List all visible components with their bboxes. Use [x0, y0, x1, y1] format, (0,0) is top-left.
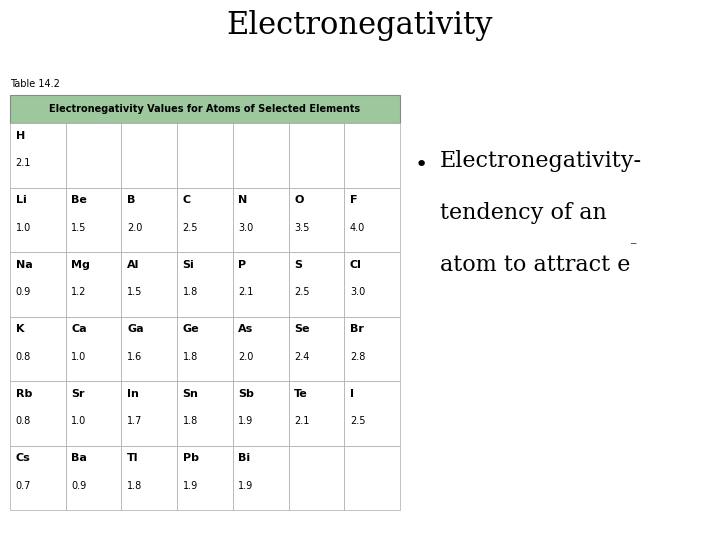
Text: 3.5: 3.5 [294, 223, 310, 233]
Text: Pb: Pb [183, 453, 199, 463]
Text: 1.9: 1.9 [238, 481, 253, 491]
Text: 1.0: 1.0 [71, 416, 86, 427]
Text: Al: Al [127, 260, 140, 270]
Text: Ca: Ca [71, 324, 87, 334]
Text: Cs: Cs [16, 453, 30, 463]
Text: 2.8: 2.8 [350, 352, 365, 362]
Text: Ge: Ge [183, 324, 199, 334]
Text: Electronegativity: Electronegativity [227, 10, 493, 41]
Text: F: F [350, 195, 357, 205]
Text: •: • [415, 155, 428, 175]
Text: 3.0: 3.0 [350, 287, 365, 298]
Text: Be: Be [71, 195, 87, 205]
Text: S: S [294, 260, 302, 270]
Text: 2.4: 2.4 [294, 352, 310, 362]
Text: Cl: Cl [350, 260, 361, 270]
Text: In: In [127, 389, 139, 399]
Text: 1.8: 1.8 [183, 287, 198, 298]
Text: 2.0: 2.0 [127, 223, 143, 233]
Text: H: H [16, 131, 24, 141]
Text: 1.9: 1.9 [183, 481, 198, 491]
Text: K: K [16, 324, 24, 334]
Text: 0.9: 0.9 [71, 481, 86, 491]
Text: 0.7: 0.7 [16, 481, 31, 491]
Text: ⁻: ⁻ [629, 240, 636, 254]
Text: Mg: Mg [71, 260, 90, 270]
Text: Ba: Ba [71, 453, 87, 463]
Text: 0.8: 0.8 [16, 352, 31, 362]
Text: 2.0: 2.0 [238, 352, 254, 362]
Text: Na: Na [16, 260, 32, 270]
Text: Tl: Tl [127, 453, 138, 463]
Text: B: B [127, 195, 135, 205]
Text: Sb: Sb [238, 389, 254, 399]
Text: Se: Se [294, 324, 310, 334]
Text: 2.5: 2.5 [350, 416, 365, 427]
Text: atom to attract e: atom to attract e [440, 254, 631, 276]
Text: 3.0: 3.0 [238, 223, 253, 233]
Text: As: As [238, 324, 253, 334]
Text: 2.1: 2.1 [238, 287, 254, 298]
Text: 1.0: 1.0 [71, 352, 86, 362]
Text: O: O [294, 195, 304, 205]
Text: Te: Te [294, 389, 308, 399]
Text: Table 14.2: Table 14.2 [10, 79, 60, 89]
Text: Rb: Rb [16, 389, 32, 399]
Text: 2.1: 2.1 [16, 158, 31, 168]
Text: 1.8: 1.8 [183, 416, 198, 427]
Text: Br: Br [350, 324, 364, 334]
Text: P: P [238, 260, 246, 270]
Text: Ga: Ga [127, 324, 143, 334]
Text: 0.8: 0.8 [16, 416, 31, 427]
Text: 0.9: 0.9 [16, 287, 31, 298]
Text: 1.8: 1.8 [127, 481, 143, 491]
Text: 2.1: 2.1 [294, 416, 310, 427]
Text: 1.7: 1.7 [127, 416, 143, 427]
Text: 2.5: 2.5 [183, 223, 198, 233]
Text: Bi: Bi [238, 453, 251, 463]
Text: tendency of an: tendency of an [440, 202, 607, 224]
Text: 2.5: 2.5 [294, 287, 310, 298]
Text: 1.5: 1.5 [127, 287, 143, 298]
Text: Si: Si [183, 260, 194, 270]
Text: 1.5: 1.5 [71, 223, 86, 233]
Text: Sr: Sr [71, 389, 85, 399]
Text: 1.6: 1.6 [127, 352, 143, 362]
Text: Sn: Sn [183, 389, 199, 399]
Text: N: N [238, 195, 248, 205]
Text: I: I [350, 389, 354, 399]
Text: Li: Li [16, 195, 27, 205]
Text: 1.0: 1.0 [16, 223, 31, 233]
Text: C: C [183, 195, 191, 205]
Text: 1.8: 1.8 [183, 352, 198, 362]
Text: 4.0: 4.0 [350, 223, 365, 233]
Text: Electronegativity Values for Atoms of Selected Elements: Electronegativity Values for Atoms of Se… [50, 104, 361, 114]
Text: 1.2: 1.2 [71, 287, 86, 298]
Text: Electronegativity-: Electronegativity- [440, 150, 642, 172]
Text: 1.9: 1.9 [238, 416, 253, 427]
